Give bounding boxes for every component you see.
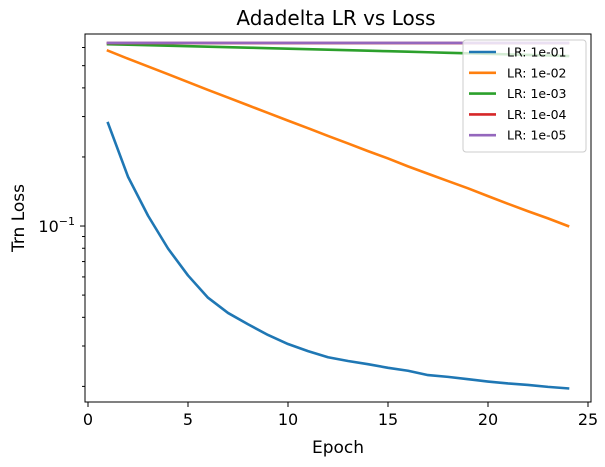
chart-title: Adadelta LR vs Loss <box>236 6 435 30</box>
y-tick-label: 10−1 <box>38 215 75 236</box>
legend-box <box>462 39 587 153</box>
series-line-2 <box>106 49 570 228</box>
plot-marks <box>106 41 570 390</box>
x-tick-label: 25 <box>578 410 598 429</box>
x-tick-label: 10 <box>278 410 298 429</box>
legend-label-4: LR: 1e-04 <box>507 107 567 122</box>
x-axis-label: Epoch <box>312 438 364 458</box>
x-tick-label: 5 <box>183 410 193 429</box>
axes: 0 5 10 15 20 25 10−1 <box>38 33 598 429</box>
plot-frame <box>84 33 592 403</box>
x-tick-label: 15 <box>378 410 398 429</box>
legend-label-3: LR: 1e-03 <box>507 86 567 101</box>
legend-label-5: LR: 1e-05 <box>507 128 567 143</box>
y-axis-label: Trn Loss <box>9 184 29 253</box>
series-line-1 <box>106 121 570 390</box>
legend: LR: 1e-01 LR: 1e-02 LR: 1e-03 LR: 1e-04 LR: … <box>462 39 587 153</box>
x-tick-label: 0 <box>83 410 93 429</box>
legend-label-2: LR: 1e-02 <box>507 65 567 80</box>
legend-label-1: LR: 1e-01 <box>507 45 567 60</box>
x-tick-label: 20 <box>478 410 498 429</box>
